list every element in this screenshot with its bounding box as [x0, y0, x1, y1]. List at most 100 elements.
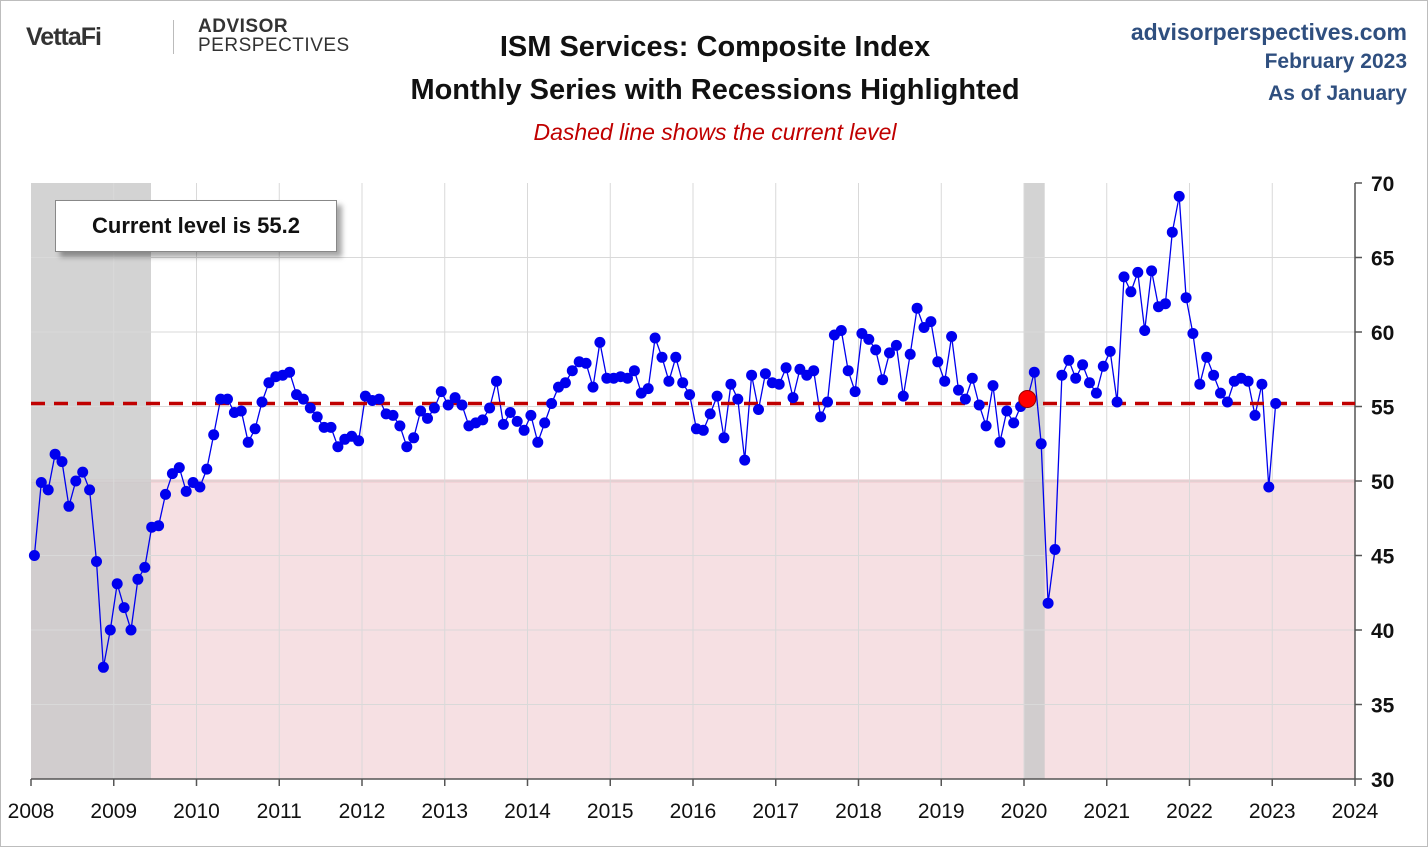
y-tick-label: 60: [1371, 322, 1394, 345]
data-point: [890, 339, 902, 351]
data-point: [497, 418, 509, 430]
data-point: [491, 375, 502, 387]
y-tick-label: 40: [1371, 620, 1394, 643]
x-tick-label: 2017: [752, 800, 799, 823]
data-point: [1194, 378, 1206, 390]
data-point: [946, 331, 958, 342]
current-level-callout: Current level is 55.2: [55, 200, 337, 252]
data-point: [249, 423, 261, 435]
data-point: [442, 399, 454, 411]
data-point: [973, 399, 985, 411]
data-point: [449, 392, 461, 404]
data-point: [980, 420, 992, 432]
data-point: [1063, 354, 1075, 366]
data-point: [649, 332, 661, 344]
data-point: [622, 372, 633, 384]
data-point: [91, 556, 102, 567]
logo-divider: [173, 20, 174, 54]
data-point: [63, 500, 75, 512]
x-tick-label: 2016: [670, 800, 717, 823]
y-tick-label: 55: [1371, 397, 1395, 420]
y-tick-label: 35: [1371, 695, 1395, 718]
data-point: [353, 435, 365, 447]
y-tick-label: 70: [1371, 173, 1394, 196]
data-point: [401, 441, 413, 453]
data-point: [477, 414, 489, 426]
data-point: [580, 357, 592, 369]
data-point: [456, 399, 468, 411]
chart-subtitle: Monthly Series with Recessions Highlight…: [410, 74, 1020, 106]
data-point: [994, 436, 1006, 448]
data-point: [422, 412, 433, 424]
x-tick-label: 2008: [8, 800, 55, 823]
data-point: [587, 381, 599, 393]
data-point: [373, 393, 385, 405]
data-point: [863, 333, 875, 345]
y-tick-label: 45: [1371, 546, 1395, 569]
data-point: [1049, 544, 1061, 555]
data-point: [256, 396, 268, 408]
data-point: [1042, 597, 1054, 609]
data-point: [877, 374, 889, 386]
data-point: [1208, 369, 1220, 381]
x-tick-label: 2024: [1332, 800, 1379, 823]
data-point: [1118, 271, 1130, 283]
data-point: [139, 561, 151, 573]
data-point: [884, 347, 895, 359]
data-point: [732, 393, 744, 405]
data-point: [780, 362, 792, 374]
data-point: [180, 485, 192, 497]
data-point: [1263, 481, 1275, 493]
data-point: [987, 380, 999, 392]
data-point: [546, 398, 558, 409]
data-point: [42, 484, 54, 496]
data-point: [84, 484, 96, 496]
data-point: [332, 441, 344, 453]
data-point: [1173, 190, 1185, 202]
data-point: [1001, 405, 1013, 417]
data-point: [1166, 226, 1178, 238]
data-point: [746, 369, 758, 381]
data-point: [911, 302, 923, 314]
x-tick-label: 2012: [339, 800, 386, 823]
data-point: [704, 408, 716, 420]
data-point: [208, 429, 220, 441]
data-point: [559, 377, 571, 389]
x-tick-label: 2018: [835, 800, 882, 823]
x-tick-label: 2022: [1166, 800, 1213, 823]
data-point: [628, 365, 640, 377]
data-point: [504, 407, 516, 418]
data-point: [677, 377, 689, 389]
data-point: [518, 424, 530, 436]
data-point: [1104, 345, 1116, 357]
data-point: [111, 578, 123, 590]
data-point: [435, 386, 447, 398]
data-point: [904, 348, 916, 360]
data-point: [711, 390, 723, 402]
data-point: [1146, 265, 1158, 277]
x-tick-label: 2011: [257, 800, 302, 823]
data-point: [953, 384, 964, 396]
data-point: [753, 404, 764, 415]
data-point: [1221, 396, 1233, 408]
data-point: [925, 316, 937, 328]
data-point: [1180, 292, 1192, 304]
x-tick-label: 2013: [421, 800, 468, 823]
data-point: [663, 375, 675, 387]
data-point: [759, 368, 771, 380]
data-point: [408, 432, 420, 444]
data-point: [1028, 366, 1040, 378]
data-point: [160, 488, 171, 500]
data-point: [1187, 328, 1199, 339]
data-point: [242, 436, 254, 448]
data-point: [684, 389, 696, 401]
data-point: [387, 409, 399, 421]
data-point: [718, 432, 730, 444]
data-point: [70, 475, 82, 487]
report-date: February 2023: [1264, 50, 1407, 73]
advisor-logo-line1: ADVISOR: [198, 16, 289, 37]
x-tick-label: 2020: [1001, 800, 1048, 823]
data-point: [125, 624, 137, 636]
data-point: [415, 405, 427, 417]
